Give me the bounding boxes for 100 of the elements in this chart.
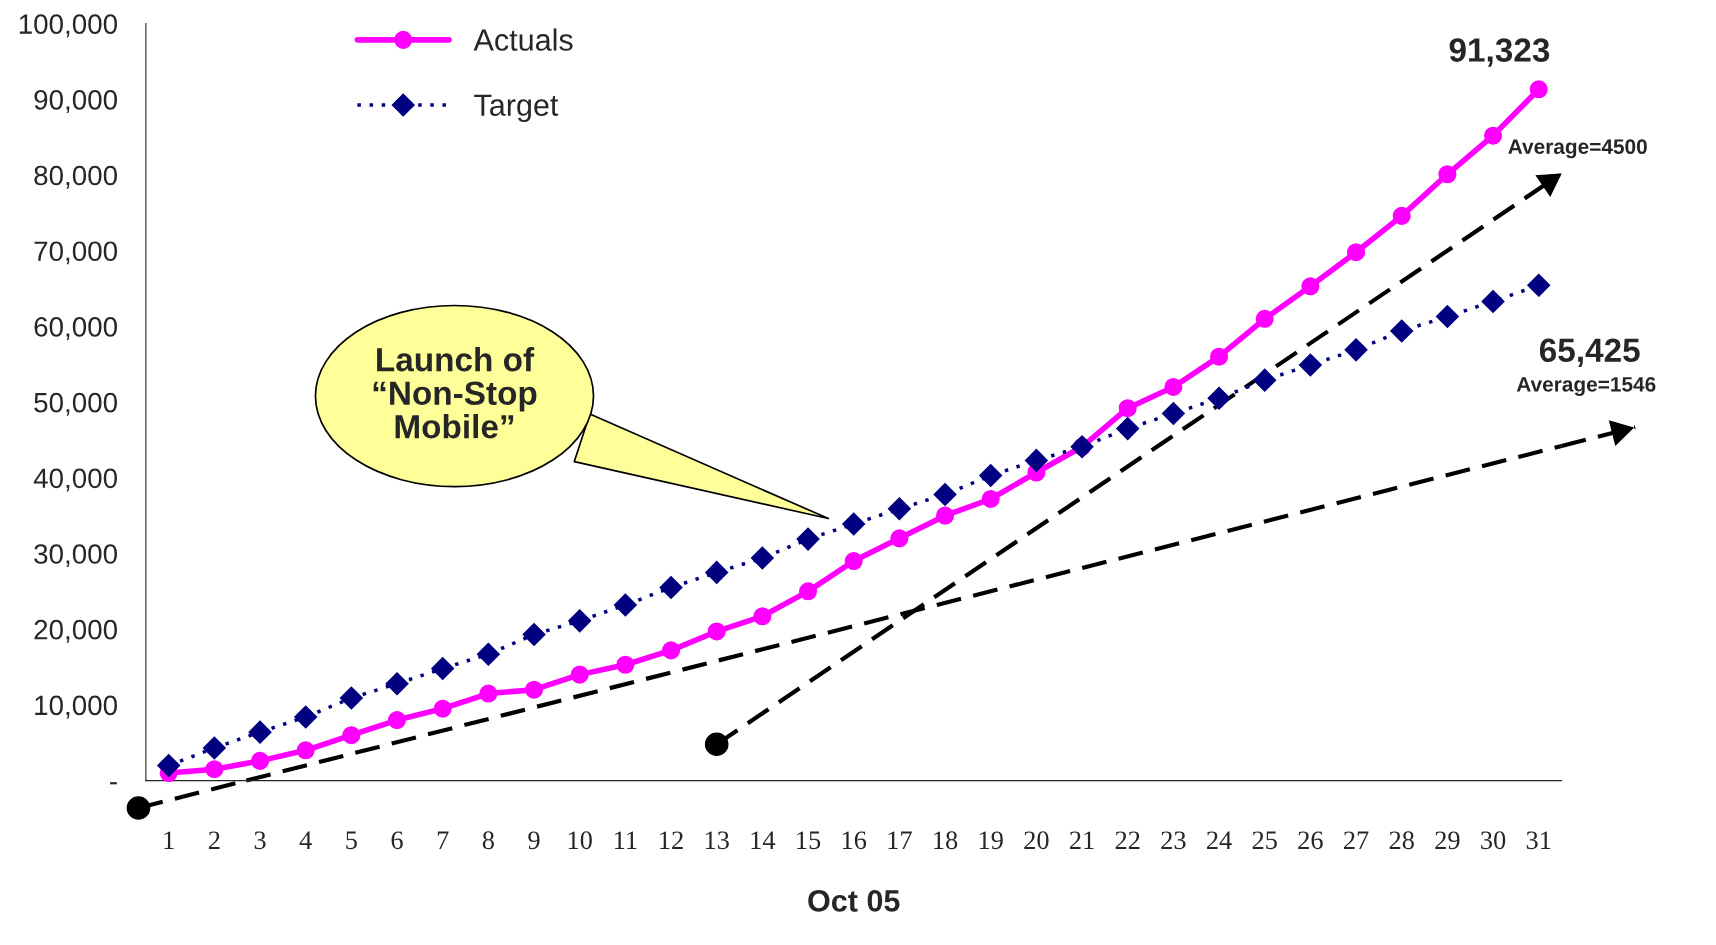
x-tick-label: 14 — [751, 831, 776, 849]
x-tick-label: 25 — [1252, 831, 1277, 850]
y-tick-label: 10,000 — [35, 695, 117, 719]
x-tick-label: 28 — [1389, 831, 1414, 850]
point — [796, 527, 820, 551]
x-tick-label: 21 — [1070, 831, 1094, 849]
point — [1116, 417, 1140, 441]
point — [616, 655, 635, 674]
point — [662, 641, 681, 660]
point — [842, 512, 866, 536]
point — [707, 622, 726, 641]
point — [1207, 386, 1231, 410]
x-tick-label: 16 — [842, 831, 867, 850]
x-tick-label: 15 — [797, 831, 821, 850]
point — [1484, 126, 1503, 145]
point — [339, 686, 363, 710]
point — [1255, 309, 1274, 328]
point — [705, 560, 729, 584]
point — [799, 582, 818, 601]
x-tick-label: 11 — [614, 831, 637, 849]
y-tick-label: 40,000 — [33, 468, 117, 492]
x-tick-label: 30 — [1481, 831, 1506, 850]
x-tick-label: 22 — [1115, 831, 1140, 849]
x-tick-label: 18 — [934, 831, 958, 850]
x-tick-label: 12 — [660, 831, 683, 849]
x-axis-title: Oct 05 — [808, 890, 900, 912]
annotation: Average=1546 — [1516, 376, 1656, 396]
y-tick-label: 80,000 — [34, 165, 117, 189]
point — [613, 593, 637, 617]
annotation: 91,323 — [1449, 38, 1550, 67]
point — [522, 622, 546, 646]
x-tick-label: 31 — [1526, 831, 1551, 850]
point — [205, 760, 224, 779]
point — [1164, 377, 1183, 396]
x-tick-label: 2 — [208, 831, 220, 849]
point — [981, 489, 1000, 509]
point — [750, 546, 774, 570]
x-tick-label: 6 — [391, 831, 403, 850]
annotation: 65,425 — [1539, 338, 1640, 367]
point — [844, 552, 863, 571]
legend-label: Actuals — [473, 28, 573, 51]
legend-label: Target — [474, 94, 559, 123]
point — [388, 710, 407, 730]
x-tick-label: 1 — [164, 831, 174, 849]
point — [1529, 80, 1548, 99]
x-tick-label: 9 — [528, 831, 540, 850]
point — [251, 751, 270, 770]
point — [248, 720, 272, 744]
point — [525, 680, 544, 699]
x-tick-label: 10 — [568, 831, 592, 850]
point — [979, 464, 1003, 488]
point — [890, 529, 909, 548]
y-tick-label: 30,000 — [34, 544, 117, 568]
annotation: Launch of “Non-Stop Mobile” — [373, 347, 537, 439]
point — [476, 642, 500, 666]
x-tick-label: 26 — [1298, 831, 1323, 850]
point — [1118, 399, 1137, 418]
point — [1210, 347, 1229, 366]
point — [479, 684, 498, 703]
x-tick-label: 19 — [979, 831, 1003, 850]
point — [1161, 401, 1185, 425]
x-tick-label: 20 — [1024, 831, 1049, 850]
x-tick-label: 17 — [888, 831, 912, 849]
x-tick-label: 13 — [705, 831, 729, 850]
point — [568, 609, 592, 633]
x-tick-label: 4 — [299, 831, 312, 849]
x-tick-label: 7 — [437, 831, 449, 849]
point — [1298, 353, 1322, 377]
point — [202, 736, 226, 760]
point — [1390, 319, 1414, 343]
point — [294, 705, 318, 729]
y-tick-label: 20,000 — [34, 619, 117, 643]
point — [1347, 243, 1366, 262]
point — [1435, 305, 1459, 329]
point — [1481, 289, 1505, 313]
point — [753, 607, 772, 626]
x-tick-label: 29 — [1435, 831, 1460, 850]
x-tick-label: 8 — [482, 831, 494, 850]
point — [570, 665, 589, 684]
point — [1438, 165, 1457, 184]
point — [1253, 368, 1277, 392]
point — [157, 753, 181, 777]
point — [296, 741, 315, 760]
y-tick-label: - — [110, 782, 117, 785]
point — [1024, 448, 1048, 472]
point — [431, 657, 455, 681]
y-tick-label: 90,000 — [34, 89, 117, 113]
x-tick-label: 27 — [1344, 831, 1369, 849]
x-tick-label: 24 — [1207, 831, 1232, 849]
x-tick-label: 23 — [1161, 831, 1186, 850]
y-tick-label: 70,000 — [34, 241, 117, 265]
annotation: Average=4500 — [1508, 139, 1647, 159]
y-tick-label: 50,000 — [34, 392, 117, 416]
x-tick-label: 3 — [254, 831, 266, 850]
point — [1301, 277, 1320, 296]
x-tick-label: 5 — [346, 831, 357, 850]
point — [433, 699, 452, 718]
point — [342, 726, 361, 745]
point — [933, 482, 957, 506]
point — [936, 506, 955, 525]
